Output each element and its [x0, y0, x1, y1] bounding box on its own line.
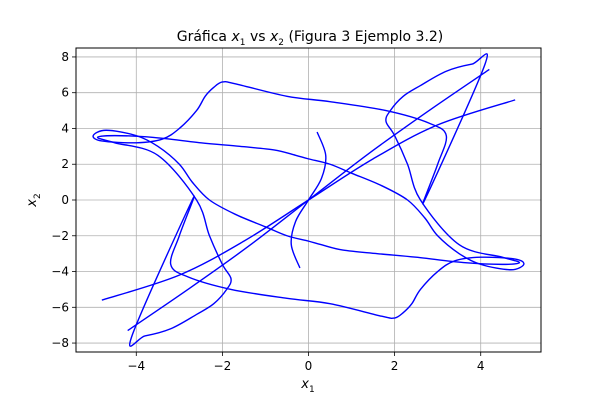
x-axis: −4 −2 0 2 4	[127, 352, 485, 373]
x-axis-label: x1	[300, 377, 314, 395]
x-tick-label: −4	[127, 359, 145, 373]
y-tick-label: 6	[61, 86, 69, 100]
y-tick-label: 0	[61, 193, 69, 207]
grid	[76, 48, 541, 352]
x-tick-label: 2	[391, 359, 399, 373]
y-tick-label: 2	[61, 157, 69, 171]
y-tick-label: −4	[51, 265, 69, 279]
y-axis: −8 −6 −4 −2 0 2 4 6 8	[51, 50, 76, 350]
y-tick-label: −8	[51, 336, 69, 350]
x-tick-label: 4	[477, 359, 485, 373]
series-line-5	[290, 131, 327, 269]
y-tick-label: −6	[51, 300, 69, 314]
chart-title: Gráfica x1 vs x2 (Figura 3 Ejemplo 3.2)	[177, 29, 444, 48]
series-line-2	[92, 53, 521, 266]
y-axis-label: x2	[25, 193, 43, 207]
y-tick-label: 8	[61, 50, 69, 64]
x-tick-label: −2	[214, 359, 232, 373]
y-tick-label: 4	[61, 121, 69, 135]
x-tick-label: 0	[305, 359, 313, 373]
series-line-1	[96, 134, 525, 347]
plot-lines	[92, 53, 525, 347]
y-tick-label: −2	[51, 229, 69, 243]
